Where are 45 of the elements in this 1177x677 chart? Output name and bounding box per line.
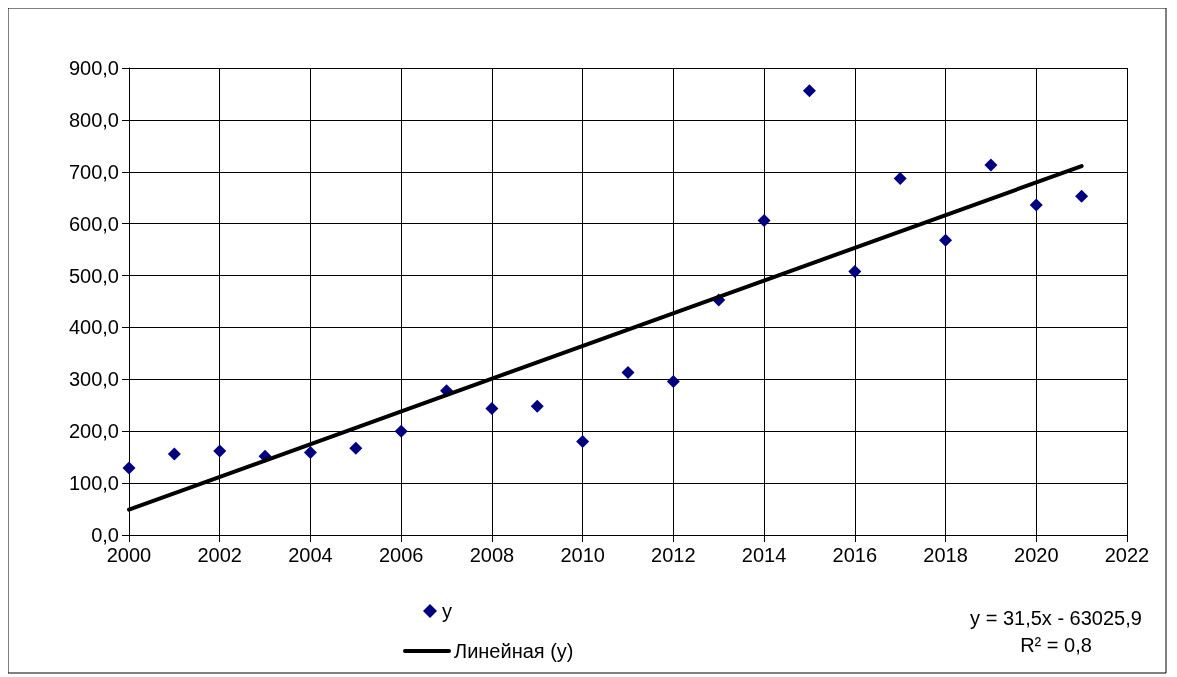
legend-label: Линейная (y) xyxy=(454,640,574,662)
x-tick-label: 2018 xyxy=(923,544,968,566)
point xyxy=(530,399,544,413)
point xyxy=(394,424,408,438)
text: y = 31,5x - 63025,9 xyxy=(970,607,1142,629)
x-tick-label: 2004 xyxy=(288,544,333,566)
point xyxy=(984,158,998,172)
y-tick-label: 300,0 xyxy=(68,368,119,391)
x-tick-label: 2010 xyxy=(560,544,605,566)
point xyxy=(893,172,907,186)
x-tick-label: 2020 xyxy=(1014,544,1059,566)
x-tick-label: 2002 xyxy=(197,544,242,566)
y-tick-label: 0,0 xyxy=(91,524,119,546)
point xyxy=(576,435,590,449)
y-tick-label: 100,0 xyxy=(68,472,119,495)
x-tick-label: 2012 xyxy=(651,544,696,566)
point xyxy=(757,214,771,228)
point xyxy=(802,84,816,98)
point xyxy=(939,233,953,247)
x-tick-label: 2008 xyxy=(469,544,515,566)
x-tick-label: 2016 xyxy=(832,544,878,566)
point xyxy=(1075,189,1089,203)
x-tick-label: 2014 xyxy=(741,544,787,566)
point xyxy=(485,401,499,415)
x-tick-label: 2022 xyxy=(1104,544,1150,566)
y-tick-label: 800,0 xyxy=(68,108,119,131)
y-tick-label: 600,0 xyxy=(68,212,119,235)
point xyxy=(213,444,227,458)
y-tick-label: 200,0 xyxy=(68,420,119,443)
point xyxy=(167,447,181,461)
point xyxy=(303,446,317,459)
text: R² = 0,8 xyxy=(1020,634,1092,656)
y-tick-label: 900,0 xyxy=(68,57,119,79)
point xyxy=(1029,198,1043,212)
point xyxy=(848,264,862,278)
point xyxy=(621,366,635,380)
y-tick-label: 700,0 xyxy=(68,160,119,183)
point xyxy=(666,374,680,388)
point xyxy=(122,461,136,475)
y-tick-label: 500,0 xyxy=(68,264,119,287)
legend-label: y xyxy=(442,600,452,622)
x-tick-label: 2006 xyxy=(378,544,424,566)
y-tick-label: 400,0 xyxy=(68,316,119,339)
point xyxy=(349,441,363,455)
x-tick-label: 2000 xyxy=(106,544,152,566)
